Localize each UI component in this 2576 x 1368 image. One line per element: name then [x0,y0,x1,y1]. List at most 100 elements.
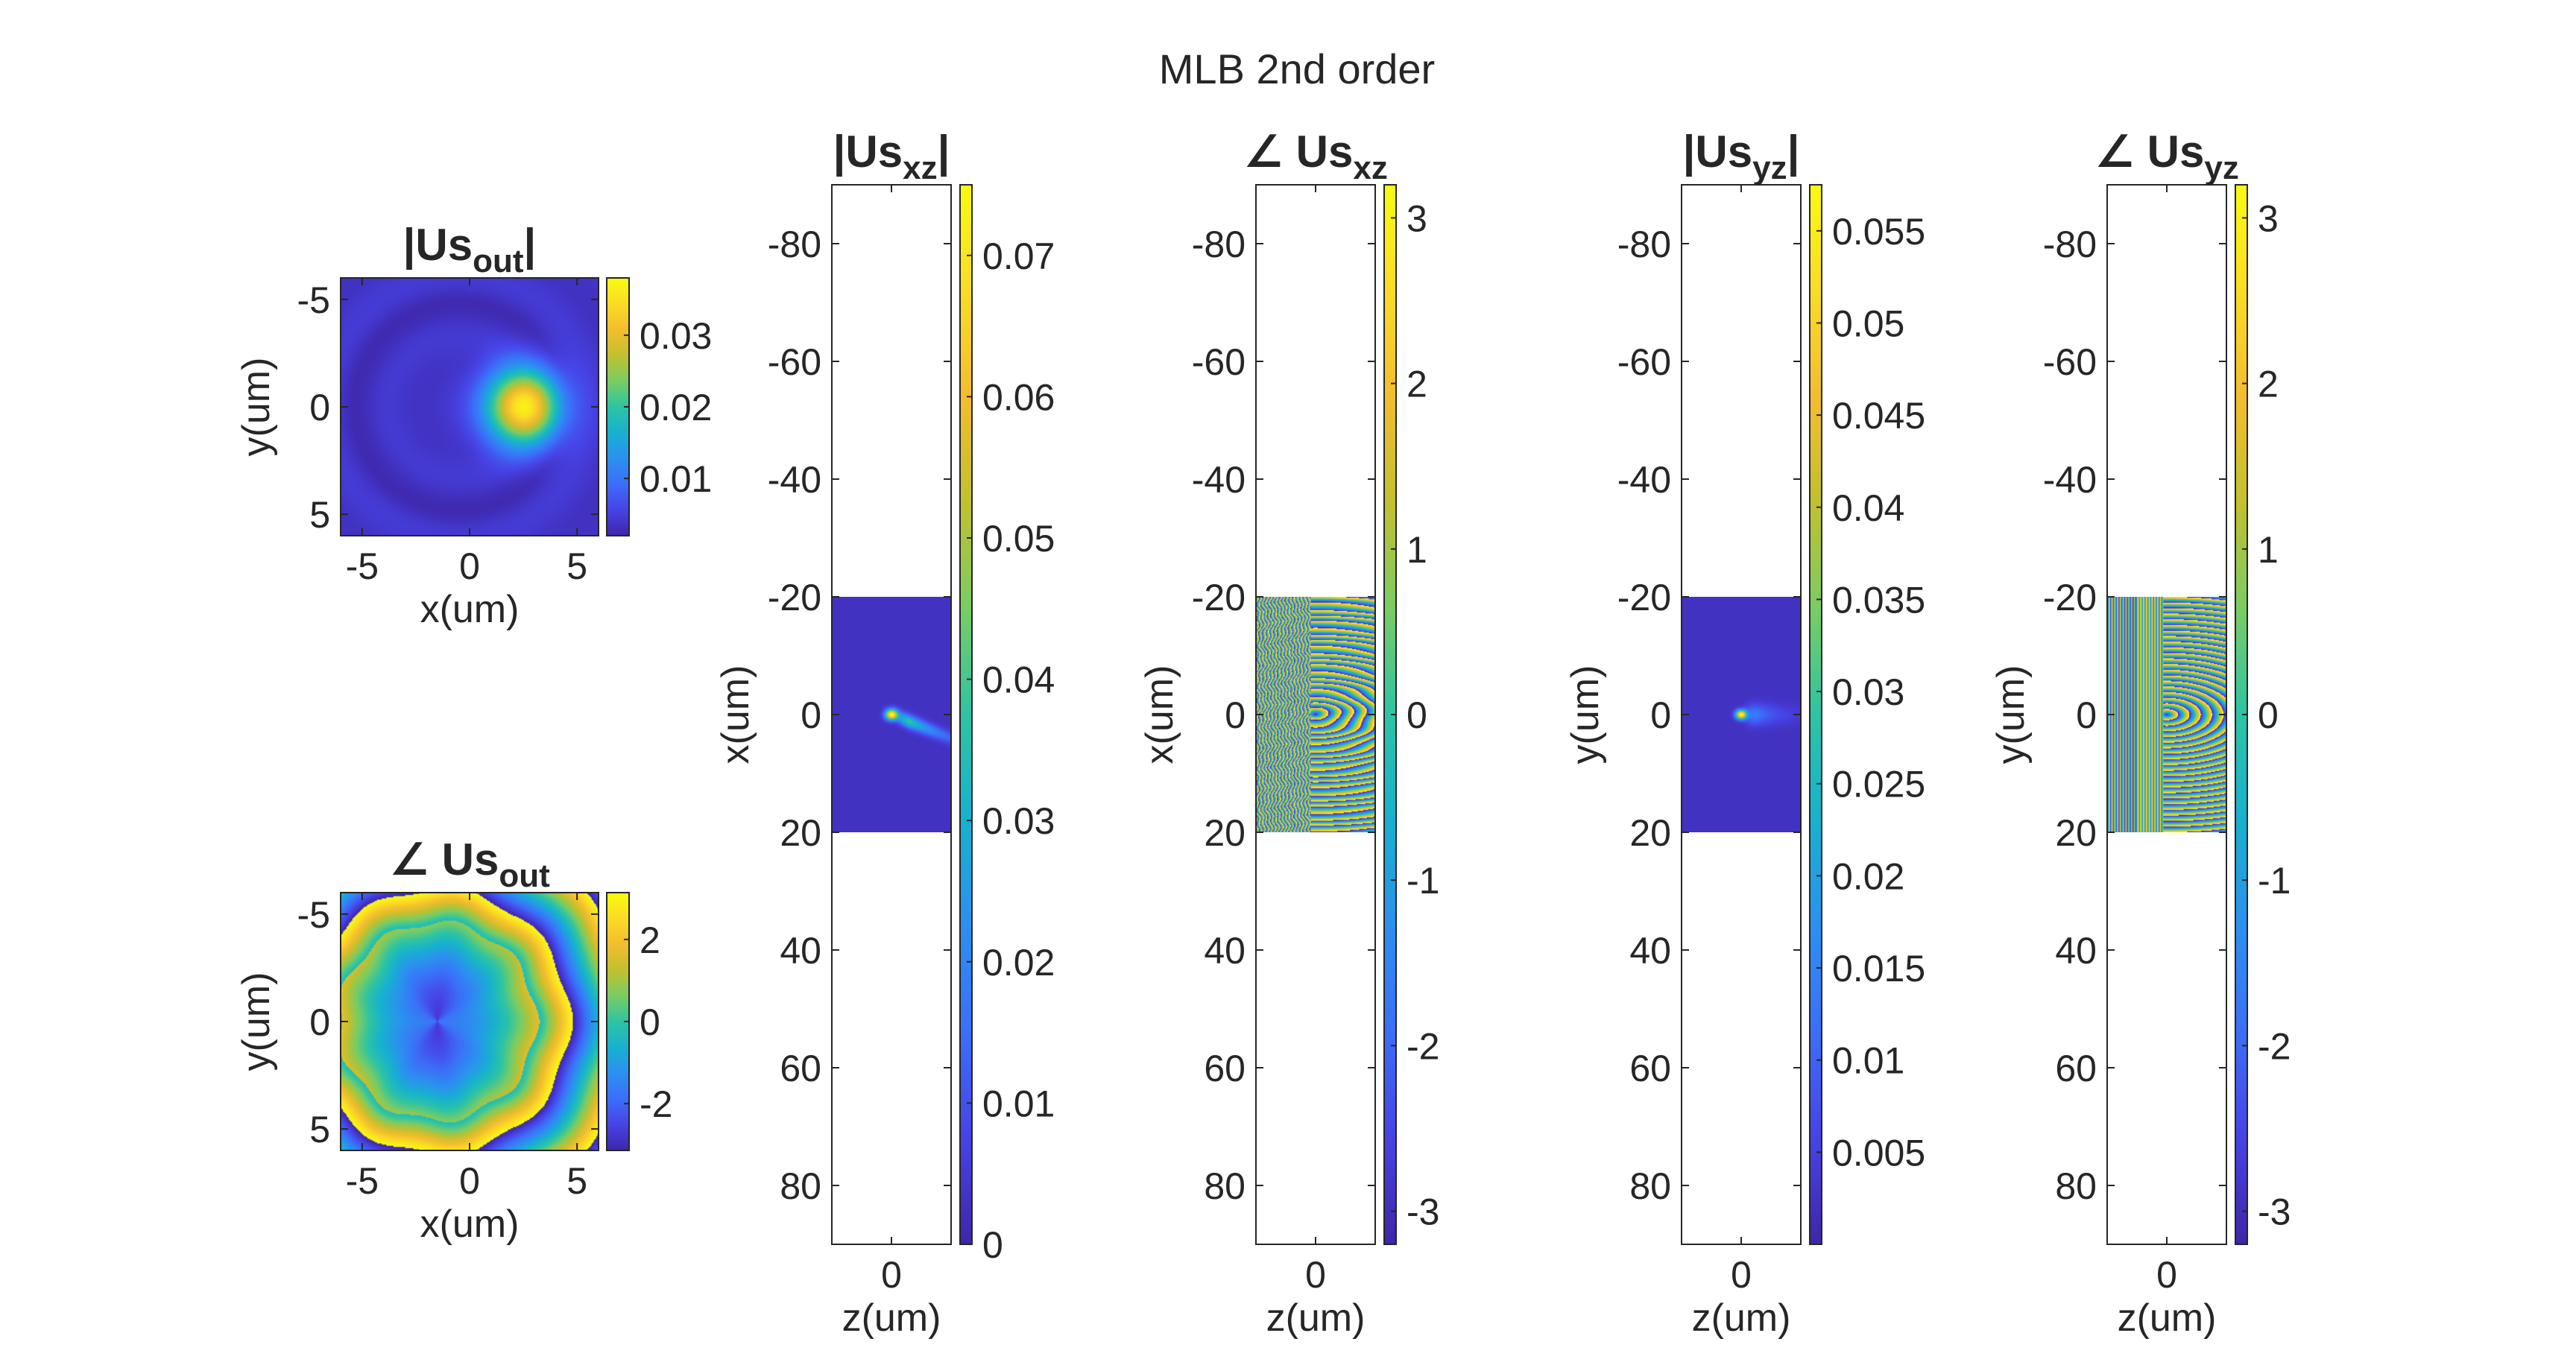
abs-us-xz-heatmap-image [832,597,951,832]
abs-us-out-xtick-label: 5 [566,545,587,587]
phase-us-xz-ytick-label: 80 [1204,1165,1246,1207]
abs-us-yz-colorbar-tick-label: 0.055 [1832,211,1925,253]
phase-us-xz-colorbar-tick-label: 2 [1407,364,1427,405]
abs-us-xz-title: |Usxz| [833,127,950,186]
abs-us-yz-title-suffix: | [1787,127,1800,177]
phase-us-yz-colorbar-tick-label: -3 [2258,1191,2291,1233]
phase-us-out-xtick-label: 0 [459,1160,480,1202]
phase-us-out-colorbar-tick-label: 0 [640,1001,660,1043]
phase-us-out-ylabel: y(um) [235,972,278,1071]
abs-us-out-title-main: |Us [403,220,473,270]
phase-us-out-ytick-label: 5 [309,1109,330,1150]
abs-us-yz-xlabel: z(um) [1692,1296,1791,1340]
abs-us-out-colorbar-tick-label: 0.03 [640,315,712,357]
phase-us-yz-colorbar-tick-label: 3 [2258,197,2279,239]
phase-us-yz-title-sub: yz [2204,150,2238,186]
abs-us-out-colorbar-tick-label: 0.01 [640,458,712,500]
abs-us-xz-ytick-label: 0 [801,694,821,736]
phase-us-yz-ytick-label: 80 [2055,1165,2097,1207]
abs-us-yz-title: |Usyz| [1683,127,1800,186]
phase-us-yz-colorbar-tick-label: -1 [2258,860,2291,902]
abs-us-xz-ytick-label: -80 [768,224,821,265]
phase-us-yz-ytick-label: -40 [2043,459,2097,501]
abs-us-yz-colorbar-tick-label: 0.02 [1832,855,1904,897]
abs-us-xz-colorbar-tick-label: 0.02 [982,942,1055,984]
phase-us-yz-ylabel: y(um) [1989,665,2033,764]
phase-us-yz-ytick-label: 40 [2055,930,2097,972]
phase-us-yz-ytick-label: -80 [2043,224,2097,265]
phase-us-xz-colorbar-tick-label: -1 [1407,860,1439,902]
abs-us-out-xtick-label: 0 [459,545,480,587]
phase-us-yz-colorbar-tick-label: 1 [2258,529,2279,571]
abs-us-yz-colorbar-tick-label: 0.005 [1832,1132,1925,1174]
abs-us-yz-ytick-label: 40 [1629,930,1671,972]
abs-us-xz-colorbar-tick-label: 0 [982,1224,1003,1266]
phase-us-yz-colorbar [2235,185,2247,1244]
abs-us-yz-ytick-label: -60 [1617,341,1671,383]
phase-us-xz-ytick-label: 60 [1204,1048,1246,1089]
abs-us-yz-colorbar-tick-label: 0.035 [1832,579,1925,621]
abs-us-xz-xtick-label: 0 [881,1254,902,1296]
abs-us-yz-ylabel: y(um) [1564,665,1607,764]
abs-us-xz-ytick-label: 80 [780,1165,821,1207]
abs-us-xz-colorbar [960,185,972,1244]
abs-us-yz-ytick-label: 60 [1629,1048,1671,1089]
phase-us-yz-ytick-label: -20 [2043,577,2097,618]
abs-us-xz-colorbar-tick-label: 0.07 [982,235,1055,277]
phase-us-yz-colorbar-tick-label: 2 [2258,364,2279,405]
abs-us-out-title-suffix: | [524,220,537,270]
phase-us-out-xtick-label: -5 [346,1160,379,1202]
abs-us-yz-colorbar-tick-label: 0.04 [1832,487,1904,529]
abs-us-out-colorbar-tick-label: 0.02 [640,387,712,428]
phase-us-out-colorbar-tick-label: 2 [640,919,660,961]
abs-us-yz-colorbar [1810,185,1822,1244]
abs-us-xz-ytick-label: 60 [780,1048,821,1089]
phase-us-out-title-main: ∠ Us [389,835,499,884]
phase-us-xz-ylabel: x(um) [1138,665,1181,764]
abs-us-xz-ytick-label: 40 [780,930,821,972]
phase-us-xz-colorbar-tick-label: -2 [1407,1025,1439,1067]
abs-us-xz-panel: -80-60-40-200204060800z(um)x(um)|Usxz|00… [714,127,1055,1340]
abs-us-yz-colorbar-tick-label: 0.01 [1832,1040,1904,1082]
phase-us-yz-heatmap-image [2107,597,2226,832]
phase-us-xz-colorbar-tick-label: -3 [1407,1191,1439,1233]
abs-us-out-panel: -5 0 5 -5 0 5 x(um) y(um) |Usout| 0.01 0.02 0.03 [235,220,712,631]
abs-us-out-ytick-label: 5 [309,494,330,536]
abs-us-xz-colorbar-tick-label: 0.06 [982,376,1055,418]
phase-us-out-title: ∠ Usout [389,835,550,894]
phase-us-out-xtick-label: 5 [566,1160,587,1202]
phase-us-xz-colorbar-tick-label: 0 [1407,694,1427,736]
abs-us-xz-colorbar-tick-label: 0.03 [982,800,1055,842]
phase-us-xz-ytick-label: -20 [1192,577,1246,618]
abs-us-xz-ytick-label: -40 [768,459,821,501]
phase-us-yz-xlabel: z(um) [2118,1296,2217,1340]
abs-us-yz-ytick-label: 20 [1629,812,1671,854]
phase-us-xz-ytick-label: -60 [1192,341,1246,383]
abs-us-out-ytick-label: 0 [309,387,330,428]
phase-us-xz-ytick-label: -40 [1192,459,1246,501]
abs-us-xz-ytick-label: 20 [780,812,821,854]
phase-us-yz-title-main: ∠ Us [2094,127,2204,177]
phase-us-yz-ytick-label: 20 [2055,812,2097,854]
phase-us-out-title-sub: out [499,858,550,894]
abs-us-yz-xtick-label: 0 [1731,1254,1752,1296]
abs-us-yz-colorbar-box [1809,184,1822,1245]
abs-us-yz-ytick-label: -20 [1617,577,1671,618]
abs-us-out-ylabel: y(um) [235,358,278,457]
abs-us-yz-title-main: |Us [1683,127,1753,177]
abs-us-yz-colorbar-tick-label: 0.03 [1832,671,1904,713]
abs-us-xz-ylabel: x(um) [714,665,757,764]
phase-us-yz-ytick-label: -60 [2043,341,2097,383]
phase-us-xz-title: ∠ Usxz [1243,127,1388,186]
abs-us-xz-xlabel: z(um) [842,1296,941,1340]
abs-us-xz-colorbar-tick-label: 0.04 [982,659,1055,701]
phase-us-xz-colorbar-tick-label: 3 [1407,197,1427,239]
abs-us-yz-ytick-label: -40 [1617,459,1671,501]
abs-us-yz-ytick-label: -80 [1617,224,1671,265]
abs-us-xz-colorbar-tick-label: 0.01 [982,1083,1055,1124]
abs-us-yz-ytick-label: 0 [1650,694,1671,736]
phase-us-yz-colorbar-tick-label: 0 [2258,694,2279,736]
